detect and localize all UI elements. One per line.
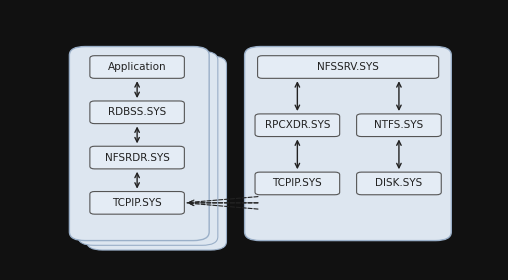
- Text: NTFS.SYS: NTFS.SYS: [374, 120, 424, 130]
- FancyBboxPatch shape: [357, 114, 441, 137]
- FancyBboxPatch shape: [87, 56, 227, 250]
- Text: RDBSS.SYS: RDBSS.SYS: [108, 107, 166, 117]
- FancyBboxPatch shape: [258, 56, 439, 78]
- Text: NFSSRV.SYS: NFSSRV.SYS: [317, 62, 379, 72]
- FancyBboxPatch shape: [90, 192, 184, 214]
- FancyBboxPatch shape: [70, 46, 209, 241]
- Text: DISK.SYS: DISK.SYS: [375, 178, 423, 188]
- FancyBboxPatch shape: [90, 56, 184, 78]
- Text: NFSRDR.SYS: NFSRDR.SYS: [105, 153, 170, 163]
- Text: TCPIP.SYS: TCPIP.SYS: [272, 178, 322, 188]
- Text: TCPIP.SYS: TCPIP.SYS: [112, 198, 162, 208]
- FancyBboxPatch shape: [357, 172, 441, 195]
- FancyBboxPatch shape: [90, 101, 184, 123]
- FancyBboxPatch shape: [245, 46, 451, 241]
- Text: Application: Application: [108, 62, 167, 72]
- FancyBboxPatch shape: [255, 172, 340, 195]
- Text: RPCXDR.SYS: RPCXDR.SYS: [265, 120, 330, 130]
- FancyBboxPatch shape: [78, 51, 218, 245]
- FancyBboxPatch shape: [90, 146, 184, 169]
- FancyBboxPatch shape: [255, 114, 340, 137]
